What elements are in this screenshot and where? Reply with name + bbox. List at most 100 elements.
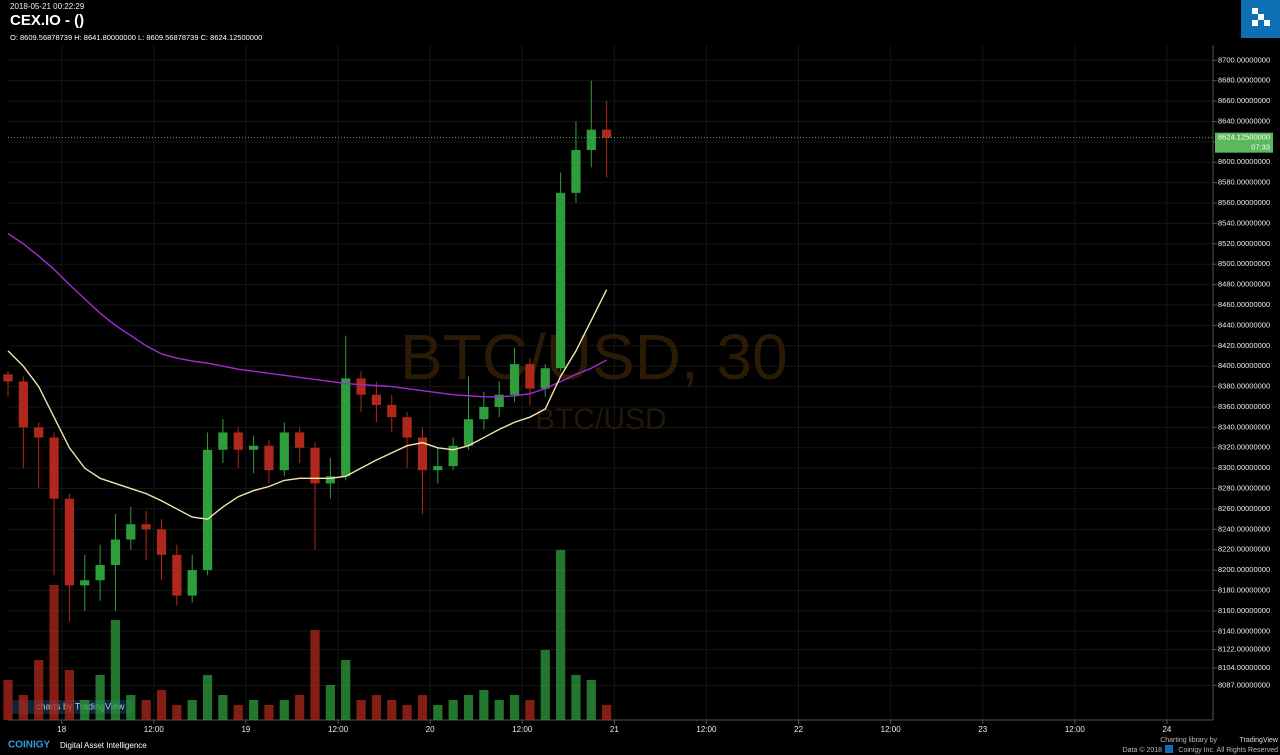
candle-body: [602, 129, 612, 138]
candle-body: [141, 524, 151, 530]
candle-body: [356, 378, 366, 395]
candle-body: [509, 364, 520, 395]
y-tick-label: 8260.00000000: [1218, 504, 1270, 513]
ohlc: O: 8609.56878739 H: 8641.80000000 L: 860…: [10, 33, 262, 42]
candle-body: [80, 580, 90, 586]
volume-bar: [571, 675, 581, 720]
volume-bar: [417, 695, 428, 720]
y-tick-label: 8240.00000000: [1218, 524, 1270, 533]
volume-bar: [494, 700, 504, 720]
tagline: Digital Asset Intelligence: [60, 741, 147, 750]
candle-body: [325, 476, 335, 484]
volume-bar: [3, 680, 13, 720]
y-tick-label: 8420.00000000: [1218, 341, 1270, 350]
y-tick-label: 8460.00000000: [1218, 300, 1270, 309]
volume-bar: [110, 620, 121, 720]
x-tick-label: 12:00: [144, 725, 165, 734]
candle-body: [387, 404, 397, 418]
volume-bar: [341, 660, 351, 720]
candle-body: [249, 445, 259, 450]
coinigy-icon: [1165, 745, 1173, 753]
candle-body: [156, 529, 167, 555]
x-tick-label: 23: [978, 725, 987, 734]
x-tick-label: 24: [1162, 725, 1171, 734]
y-tick-label: 8380.00000000: [1218, 382, 1270, 391]
library-brand[interactable]: TradingView: [1239, 737, 1278, 744]
volume-bar: [433, 705, 443, 720]
volume-bar: [34, 660, 44, 720]
volume-bar: [202, 675, 213, 720]
y-tick-label: 8104.00000000: [1218, 663, 1270, 672]
y-tick-label: 8160.00000000: [1218, 606, 1270, 615]
volume-bar: [126, 695, 136, 720]
y-tick-label: 8400.00000000: [1218, 361, 1270, 370]
watermark: BTC/USD, 30: [400, 321, 788, 393]
y-tick-label: 8280.00000000: [1218, 484, 1270, 493]
volume-bar: [310, 630, 320, 720]
candle-body: [95, 565, 105, 581]
volume-bar: [402, 705, 412, 720]
y-tick-label: 8480.00000000: [1218, 280, 1270, 289]
candle-body: [494, 394, 504, 407]
candle-body: [3, 374, 13, 382]
y-tick-label: 8122.00000000: [1218, 645, 1270, 654]
candle-body: [540, 368, 550, 389]
candle-body: [49, 437, 59, 499]
volume-bar: [371, 695, 382, 720]
watermark-sub: BTC/USD: [535, 403, 667, 436]
volume-bar: [509, 695, 520, 720]
volume-bar: [264, 705, 274, 720]
y-tick-label: 8220.00000000: [1218, 545, 1270, 554]
y-tick-label: 8440.00000000: [1218, 320, 1270, 329]
title: CEX.IO - (): [10, 12, 84, 29]
x-tick-label: 20: [426, 725, 435, 734]
y-tick-label: 8580.00000000: [1218, 178, 1270, 187]
candle-body: [34, 427, 44, 438]
countdown: 07:33: [1251, 143, 1270, 152]
volume-bar: [249, 700, 259, 720]
volume-bar: [325, 685, 335, 720]
volume-bar: [49, 585, 59, 720]
y-tick-label: 8640.00000000: [1218, 116, 1270, 125]
candle-body: [371, 394, 382, 405]
volume-bar: [187, 700, 197, 720]
candle-body: [295, 432, 305, 448]
y-tick-label: 8660.00000000: [1218, 96, 1270, 105]
candle-body: [202, 449, 213, 571]
candle-body: [172, 554, 182, 596]
volume-bar: [95, 675, 105, 720]
x-tick-label: 12:00: [1065, 725, 1086, 734]
candle-body: [417, 437, 428, 471]
last-price-box: [1215, 132, 1273, 153]
moving-average: [7, 289, 608, 520]
volume-bar: [218, 695, 228, 720]
candle-body: [402, 417, 412, 438]
x-tick-label: 22: [794, 725, 803, 734]
candle-body: [264, 445, 274, 471]
candle-body: [126, 524, 136, 540]
volume-bar: [156, 690, 167, 720]
candle-body: [18, 381, 28, 428]
y-tick-label: 8180.00000000: [1218, 585, 1270, 594]
last-price-label: 8624.12500000: [1218, 133, 1270, 142]
x-tick-label: 21: [610, 725, 619, 734]
y-tick-label: 8320.00000000: [1218, 443, 1270, 452]
volume-bar: [602, 705, 612, 720]
y-tick-label: 8360.00000000: [1218, 402, 1270, 411]
candle-body: [479, 406, 489, 420]
volume-bar: [387, 700, 397, 720]
y-tick-label: 8140.00000000: [1218, 626, 1270, 635]
candle-body: [233, 432, 243, 450]
candle-body: [463, 419, 474, 446]
volume-bar: [279, 700, 289, 720]
candle-body: [556, 192, 566, 369]
candle-body: [218, 432, 228, 450]
volume-bar: [448, 700, 458, 720]
candle-body: [110, 539, 121, 566]
volume-bar: [463, 695, 474, 720]
y-tick-label: 8560.00000000: [1218, 198, 1270, 207]
candle-body: [187, 570, 197, 596]
library: Charting library by: [1160, 737, 1217, 744]
x-tick-label: 12:00: [328, 725, 349, 734]
